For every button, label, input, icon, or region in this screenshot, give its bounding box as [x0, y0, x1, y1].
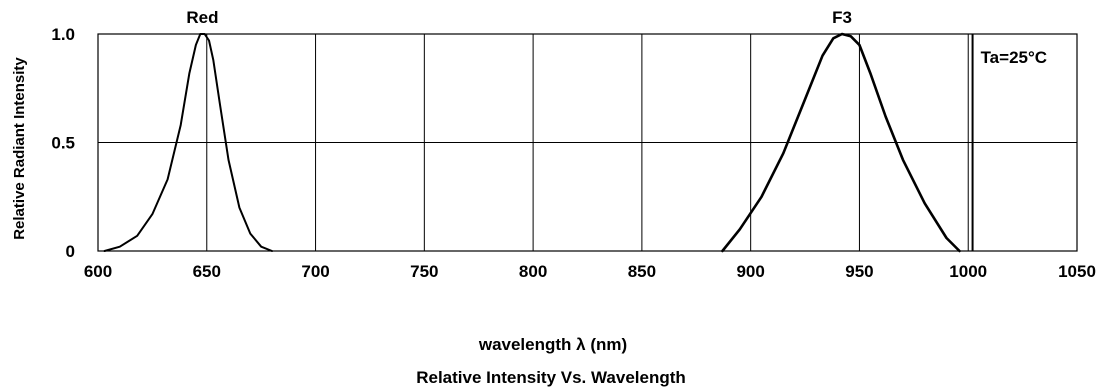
- x-tick-labels: 600 650 700 750 800 850 900 950 1000 1050: [84, 262, 1096, 281]
- x-tick-label: 900: [736, 262, 764, 281]
- series-label-red: Red: [186, 8, 218, 27]
- plot-area-frame: [97, 33, 1078, 252]
- x-tick-label: 750: [410, 262, 438, 281]
- y-tick-labels: 0 0.5 1.0: [51, 25, 75, 261]
- series-label-f3: F3: [832, 8, 852, 27]
- y-tick-label: 1.0: [51, 25, 75, 44]
- y-axis-label: Relative Radiant Intensity: [11, 57, 28, 240]
- y-tick-label: 0: [66, 242, 75, 261]
- x-tick-label: 650: [193, 262, 221, 281]
- chart-title: Relative Intensity Vs. Wavelength: [416, 368, 686, 387]
- series-line-f3: [721, 32, 961, 253]
- series-lines: [103, 32, 961, 253]
- y-tick-label: 0.5: [51, 134, 75, 153]
- x-tick-label: 1050: [1058, 262, 1096, 281]
- x-tick-label: 600: [84, 262, 112, 281]
- x-tick-label: 850: [628, 262, 656, 281]
- x-tick-label: 1000: [949, 262, 987, 281]
- x-axis-label: wavelength λ (nm): [478, 335, 627, 354]
- series-line-red: [103, 33, 273, 252]
- x-tick-label: 700: [301, 262, 329, 281]
- series-labels: Red F3: [186, 8, 852, 27]
- x-tick-label: 800: [519, 262, 547, 281]
- temperature-annotation: Ta=25°C: [981, 48, 1047, 67]
- x-tick-label: 950: [845, 262, 873, 281]
